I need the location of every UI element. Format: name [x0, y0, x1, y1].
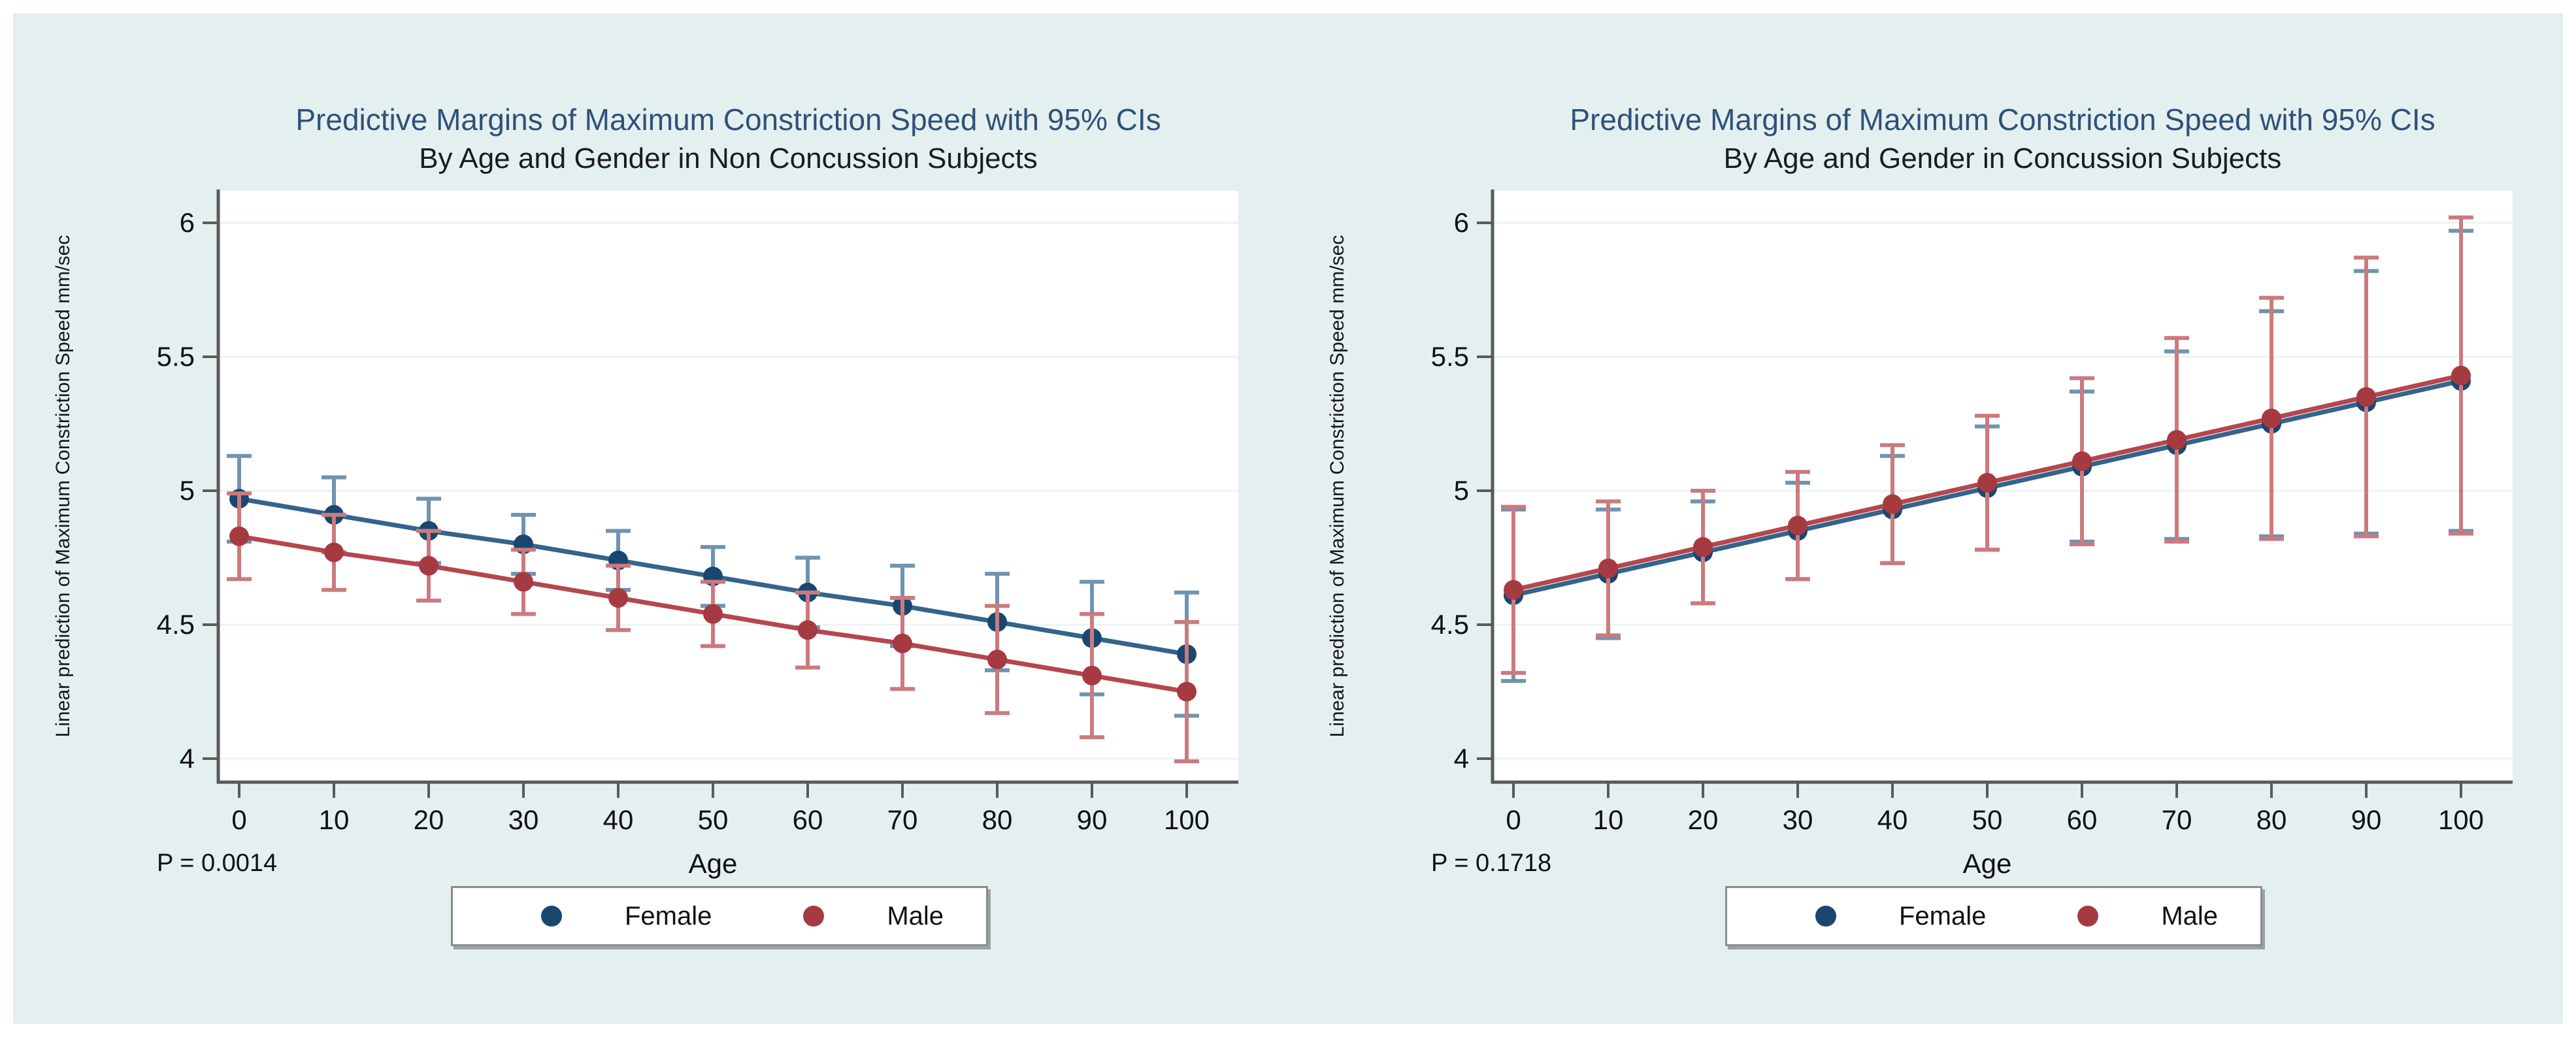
gridlines: [1494, 222, 2513, 760]
x-tick-label: 40: [603, 804, 634, 835]
legend-item-female: Female: [495, 902, 712, 931]
data-point-marker: [2072, 451, 2092, 471]
gridlines: [220, 222, 1238, 760]
male-line-marker-sample: [757, 906, 870, 927]
x-axis-title: Age: [688, 848, 738, 879]
legend-label: Male: [887, 901, 944, 930]
legend-item-female: Female: [1770, 902, 1986, 931]
male-series: [227, 491, 1199, 764]
legend-item-male: Male: [2032, 902, 2218, 931]
male-line-marker-sample: [2032, 906, 2144, 927]
x-tick-label: 40: [1877, 804, 1908, 835]
y-tick-label: 4.5: [1431, 609, 1469, 640]
data-point-marker: [1177, 682, 1197, 702]
chart-concussion: Predictive Margins of Maximum Constricti…: [1274, 0, 2556, 1037]
data-point-marker: [1504, 580, 1523, 600]
chart-title: Predictive Margins of Maximum Constricti…: [1570, 103, 2436, 137]
chart-non-concussion: Predictive Margins of Maximum Constricti…: [0, 0, 1282, 1037]
y-tick-label: 6: [1454, 207, 1469, 238]
data-point-marker: [514, 572, 533, 592]
y-tick-label: 5.5: [1431, 341, 1469, 372]
data-point-marker: [1788, 516, 1808, 536]
x-tick-label: 70: [887, 804, 918, 835]
data-point-marker: [1693, 537, 1713, 557]
x-tick-label: 50: [698, 804, 729, 835]
male-series: [1501, 215, 2473, 675]
data-point-marker: [2451, 365, 2471, 386]
x-tick-label: 100: [2438, 804, 2484, 835]
female-line-marker-sample: [1770, 906, 1882, 927]
x-tick-label: 80: [982, 804, 1013, 835]
y-axis-title: Linear prediction of Maximum Constrictio…: [1327, 235, 1348, 738]
legend-label: Female: [1898, 901, 1987, 930]
data-point-marker: [703, 604, 723, 624]
y-axis-title: Linear prediction of Maximum Constrictio…: [52, 235, 74, 738]
x-tick-label: 60: [2067, 804, 2098, 835]
y-tick-label: 4.5: [157, 609, 195, 640]
data-point-marker: [229, 526, 249, 546]
data-point-marker: [2262, 408, 2281, 429]
legend: Female Male: [1725, 886, 2262, 946]
data-point-marker: [893, 633, 912, 653]
legend-label: Male: [2161, 901, 2219, 930]
chart-subtitle: By Age and Gender in Non Concussion Subj…: [419, 142, 1038, 174]
legend-label: Female: [624, 901, 712, 930]
y-tick-label: 6: [180, 207, 195, 238]
data-point-marker: [419, 555, 438, 576]
data-point-marker: [324, 542, 344, 563]
x-tick-label: 10: [319, 804, 350, 835]
female-line-marker-sample: [495, 906, 608, 927]
x-tick-label: 20: [414, 804, 444, 835]
data-point-marker: [2356, 387, 2376, 407]
x-tick-label: 0: [1506, 804, 1521, 835]
y-tick-label: 4: [180, 743, 195, 774]
y-tick-label: 5: [1454, 475, 1469, 506]
plot-non-concussion: 44.555.560 10 20 30 40 50 60 70 80 90 100: [157, 189, 1238, 835]
data-point-marker: [1598, 558, 1618, 578]
x-tick-label: 50: [1972, 804, 2003, 835]
plot-region: [218, 191, 1238, 782]
x-tick-label: 100: [1164, 804, 1210, 835]
y-tick-label: 4: [1454, 743, 1469, 774]
x-tick-label: 80: [2256, 804, 2287, 835]
data-point-marker: [1977, 472, 1997, 493]
y-tick-label: 5: [180, 475, 195, 506]
y-axis: 4 4.5 5 5.5 6: [1431, 189, 1494, 783]
x-tick-label: 10: [1593, 804, 1624, 835]
data-point-marker: [608, 588, 628, 608]
chart-title: Predictive Margins of Maximum Constricti…: [295, 103, 1161, 137]
x-tick-label: 70: [2162, 804, 2192, 835]
x-tick-label: 30: [508, 804, 539, 835]
p-value-label: P = 0.0014: [157, 849, 278, 877]
p-value-label: P = 0.1718: [1431, 849, 1552, 877]
x-tick-label: 30: [1783, 804, 1813, 835]
x-axis-title: Age: [1962, 848, 2012, 879]
plot-concussion: 44.555.560 10 20 30 40 50 60 70 80 90 100: [1431, 189, 2513, 835]
chart-subtitle: By Age and Gender in Concussion Subjects: [1723, 142, 2282, 174]
x-tick-label: 0: [231, 804, 246, 835]
legend: Female Male: [451, 886, 988, 946]
x-tick-label: 60: [793, 804, 823, 835]
data-point-marker: [1883, 494, 1902, 514]
x-axis: 0 10 20 30 40 50 60 70 80 90 100: [1491, 780, 2513, 835]
x-tick-label: 20: [1688, 804, 1719, 835]
data-point-marker: [1082, 665, 1102, 685]
x-axis: 0 10 20 30 40 50 60 70 80 90 100: [217, 780, 1238, 835]
y-axis: 4 4.5 5 5.5 6: [157, 189, 220, 783]
data-point-marker: [987, 650, 1007, 670]
x-tick-label: 90: [2351, 804, 2382, 835]
y-tick-label: 5.5: [157, 341, 195, 372]
data-point-marker: [2167, 430, 2187, 450]
data-point-marker: [798, 620, 817, 640]
x-tick-label: 90: [1077, 804, 1108, 835]
legend-item-male: Male: [757, 902, 944, 931]
